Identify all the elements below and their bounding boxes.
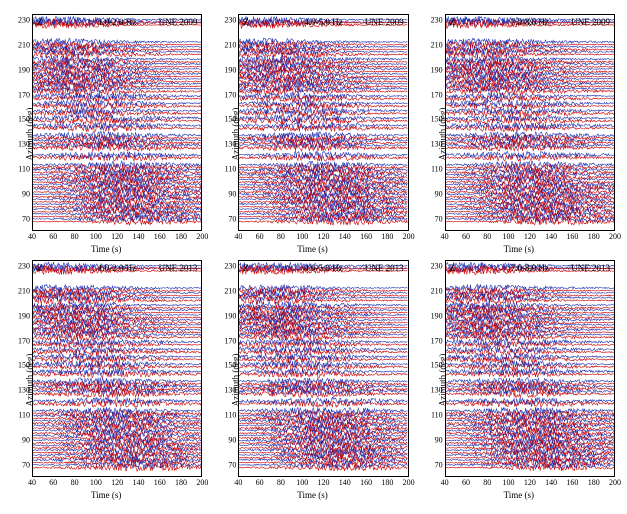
- trace-layer: [33, 15, 201, 230]
- y-ticks: 7090110130150170190210230: [216, 14, 236, 231]
- y-ticks: 7090110130150170190210230: [423, 14, 443, 231]
- panel-1-0: Azimuth (deg) Z 1.0-2.0 Hz UNE 2013 7090…: [6, 260, 206, 500]
- panel-0-2: Azimuth (deg) Z 7.0-8.0 Hz UNE 2009 7090…: [419, 14, 619, 254]
- axis-wrap: Z 4.0-5.0 Hz UNE 2013 709011013015017019…: [238, 260, 408, 477]
- plot-area: Z 4.0-5.0 Hz UNE 2009: [238, 14, 408, 231]
- plot-area: Z 7.0-8.0 Hz UNE 2013: [445, 260, 615, 477]
- x-axis-label: Time (s): [6, 244, 206, 254]
- trace-layer: [33, 261, 201, 476]
- x-ticks: 406080100120140160180200: [238, 478, 408, 488]
- x-axis-label: Time (s): [212, 490, 412, 500]
- x-axis-label: Time (s): [212, 244, 412, 254]
- panel-1-1: Azimuth (deg) Z 4.0-5.0 Hz UNE 2013 7090…: [212, 260, 412, 500]
- panel-1-2: Azimuth (deg) Z 7.0-8.0 Hz UNE 2013 7090…: [419, 260, 619, 500]
- y-ticks: 7090110130150170190210230: [216, 260, 236, 477]
- y-ticks: 7090110130150170190210230: [10, 260, 30, 477]
- axis-wrap: Z 4.0-5.0 Hz UNE 2009 709011013015017019…: [238, 14, 408, 231]
- x-ticks: 406080100120140160180200: [445, 478, 615, 488]
- y-ticks: 7090110130150170190210230: [423, 260, 443, 477]
- axis-wrap: Z 7.0-8.0 Hz UNE 2009 709011013015017019…: [445, 14, 615, 231]
- x-axis-label: Time (s): [419, 244, 619, 254]
- panel-0-0: Azimuth (deg) Z 1.0-2.0 Hz UNE 2009 7090…: [6, 14, 206, 254]
- axis-wrap: Z 1.0-2.0 Hz UNE 2009 709011013015017019…: [32, 14, 202, 231]
- x-axis-label: Time (s): [6, 490, 206, 500]
- panel-0-1: Azimuth (deg) Z 4.0-5.0 Hz UNE 2009 7090…: [212, 14, 412, 254]
- trace-layer: [446, 261, 614, 476]
- trace-layer: [239, 261, 407, 476]
- axis-wrap: Z 7.0-8.0 Hz UNE 2013 709011013015017019…: [445, 260, 615, 477]
- trace-layer: [446, 15, 614, 230]
- y-ticks: 7090110130150170190210230: [10, 14, 30, 231]
- x-ticks: 406080100120140160180200: [32, 232, 202, 242]
- x-ticks: 406080100120140160180200: [32, 478, 202, 488]
- plot-area: Z 1.0-2.0 Hz UNE 2009: [32, 14, 202, 231]
- x-ticks: 406080100120140160180200: [445, 232, 615, 242]
- plot-area: Z 4.0-5.0 Hz UNE 2013: [238, 260, 408, 477]
- axis-wrap: Z 1.0-2.0 Hz UNE 2013 709011013015017019…: [32, 260, 202, 477]
- plot-area: Z 7.0-8.0 Hz UNE 2009: [445, 14, 615, 231]
- figure-grid: Azimuth (deg) Z 1.0-2.0 Hz UNE 2009 7090…: [0, 0, 627, 514]
- x-axis-label: Time (s): [419, 490, 619, 500]
- plot-area: Z 1.0-2.0 Hz UNE 2013: [32, 260, 202, 477]
- x-ticks: 406080100120140160180200: [238, 232, 408, 242]
- trace-layer: [239, 15, 407, 230]
